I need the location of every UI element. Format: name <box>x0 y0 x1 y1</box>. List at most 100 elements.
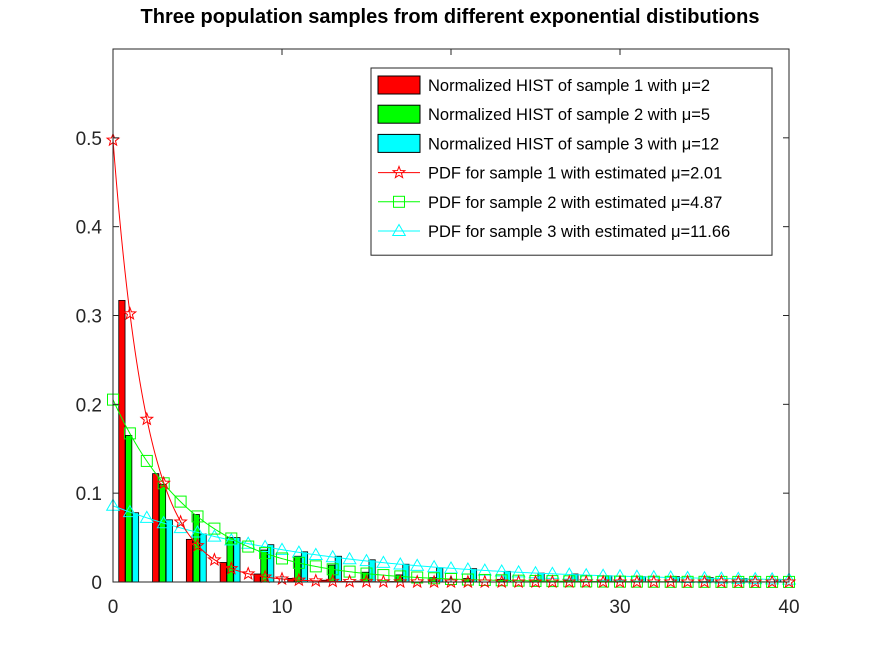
pdf-point-series-3-x-5 <box>190 525 205 538</box>
pdf-point-series-1-x-38 <box>747 574 763 589</box>
x-tick-label: 10 <box>271 597 292 618</box>
bar-series-2-bin-1 <box>125 435 133 583</box>
pdf-point-series-3-x-8 <box>241 536 256 549</box>
x-tick-label: 40 <box>778 597 799 618</box>
bar-series-2-bin-3 <box>158 483 167 583</box>
x-tick-label: 0 <box>108 597 119 618</box>
pdf-point-series-3-x-15 <box>359 553 374 567</box>
pdf-point-series-3-x-14 <box>342 551 357 565</box>
pdf-point-series-3-x-1 <box>122 504 138 518</box>
bar-series-1-bin-1 <box>118 299 126 583</box>
pdf-point-series-3-x-18 <box>410 558 425 571</box>
lines-layer <box>105 132 797 589</box>
pdf-point-series-3-x-35 <box>697 570 712 584</box>
legend-swatch <box>377 133 421 153</box>
pdf-point-series-1-x-14 <box>342 573 357 588</box>
pdf-point-series-2-x-12 <box>309 560 322 573</box>
y-tick-label: 0.3 <box>76 307 102 328</box>
pdf-point-series-1-x-27 <box>562 574 577 589</box>
pdf-point-series-3-x-10 <box>274 542 290 555</box>
bar-series-3-bin-3 <box>165 519 173 583</box>
y-tick-label: 0.5 <box>76 129 102 150</box>
pdf-point-series-3-x-26 <box>545 566 560 579</box>
legend-box <box>370 67 773 256</box>
pdf-point-series-1-x-20 <box>443 574 459 589</box>
pdf-point-series-2-x-9 <box>259 547 272 560</box>
pdf-point-series-1-x-2 <box>139 411 155 426</box>
pdf-point-series-2-x-7 <box>225 532 238 545</box>
pdf-point-series-1-x-18 <box>409 574 425 589</box>
pdf-point-series-1-x-29 <box>595 574 611 589</box>
pdf-point-series-3-x-39 <box>764 571 780 585</box>
pdf-point-series-2-x-8 <box>242 540 255 553</box>
pdf-point-series-1-x-24 <box>511 574 526 589</box>
pdf-point-series-1-x-11 <box>291 572 307 587</box>
pdf-point-series-3-x-27 <box>562 567 577 580</box>
pdf-point-series-1-x-15 <box>359 574 374 588</box>
legend: Normalized HIST of sample 1 with μ=2 Norm… <box>370 67 773 256</box>
pdf-point-series-1-x-22 <box>477 574 493 589</box>
pdf-point-series-1-x-26 <box>545 574 560 589</box>
x-tick-label: 30 <box>609 597 630 618</box>
pdf-point-series-2-x-16 <box>377 569 390 582</box>
pdf-point-series-3-x-25 <box>528 565 543 579</box>
pdf-point-series-3-x-7 <box>224 532 239 546</box>
pdf-point-series-1-x-36 <box>714 574 729 589</box>
pdf-point-series-3-x-16 <box>376 555 391 568</box>
legend-marker <box>391 223 407 236</box>
pdf-point-series-1-x-4 <box>173 514 188 529</box>
pdf-point-series-3-x-13 <box>325 549 340 563</box>
pdf-point-series-1-x-39 <box>764 574 780 589</box>
legend-swatch <box>377 104 421 124</box>
legend-entry-label: PDF for sample 1 with estimated μ=2.01 <box>428 165 722 183</box>
pdf-point-series-3-x-9 <box>257 539 273 552</box>
pdf-point-series-3-x-37 <box>731 571 746 584</box>
pdf-point-series-1-x-32 <box>646 574 662 589</box>
legend-entry-label: PDF for sample 2 with estimated μ=4.87 <box>428 194 722 212</box>
pdf-point-series-3-x-19 <box>426 559 442 573</box>
y-tick-label: 0.1 <box>76 484 102 505</box>
pdf-point-series-1-x-12 <box>308 573 324 588</box>
pdf-point-series-3-x-22 <box>477 563 492 576</box>
pdf-point-series-3-x-34 <box>680 570 695 584</box>
pdf-point-series-3-x-29 <box>595 568 611 581</box>
pdf-point-series-3-x-36 <box>714 571 729 584</box>
pdf-point-series-2-x-15 <box>360 567 373 580</box>
pdf-point-series-2-x-1 <box>123 427 136 440</box>
pdf-point-series-1-x-21 <box>460 574 476 589</box>
bar-series-3-bin-1 <box>131 512 140 583</box>
pdf-point-series-1-x-34 <box>680 574 695 589</box>
pdf-point-series-3-x-38 <box>748 571 763 585</box>
axis-ticks: 0 10 20 30 40 0 0.1 0.2 0.3 0.4 0.5 <box>76 49 800 618</box>
legend-swatch <box>377 75 421 95</box>
pdf-point-series-2-x-6 <box>208 522 221 535</box>
pdf-point-series-3-x-3 <box>156 515 171 529</box>
pdf-point-series-1-x-33 <box>663 574 678 589</box>
chart-title: Three population samples from different … <box>141 6 760 28</box>
pdf-point-series-1-x-3 <box>156 475 171 490</box>
pdf-point-series-2-x-19 <box>428 572 441 585</box>
pdf-point-series-3-x-28 <box>579 567 594 581</box>
pdf-point-series-2-x-2 <box>140 454 153 467</box>
pdf-point-series-1-x-16 <box>376 574 391 588</box>
bars-layer <box>118 299 782 583</box>
pdf-point-series-3-x-2 <box>139 510 154 523</box>
pdf-point-series-2-x-4 <box>174 495 187 508</box>
pdf-point-series-2-x-18 <box>411 571 424 584</box>
pdf-point-series-1-x-40 <box>781 574 797 589</box>
pdf-point-series-3-x-17 <box>393 556 408 570</box>
legend-entry-label: Normalized HIST of sample 3 with μ=12 <box>428 135 719 153</box>
pdf-point-series-3-x-12 <box>308 547 323 560</box>
y-tick-label: 0.2 <box>76 395 102 416</box>
pdf-point-series-2-x-5 <box>191 510 204 523</box>
pdf-point-series-2-x-10 <box>276 552 288 565</box>
pdf-line-series-3 <box>112 505 790 581</box>
pdf-point-series-3-x-6 <box>207 529 222 542</box>
pdf-point-series-1-x-30 <box>612 574 628 589</box>
pdf-point-series-1-x-8 <box>240 566 256 580</box>
bar-series-1-bin-5 <box>185 538 194 583</box>
pdf-point-series-1-x-28 <box>578 574 594 589</box>
legend-marker <box>393 195 405 208</box>
legend-marker <box>391 164 407 179</box>
pdf-point-series-1-x-17 <box>393 574 408 589</box>
